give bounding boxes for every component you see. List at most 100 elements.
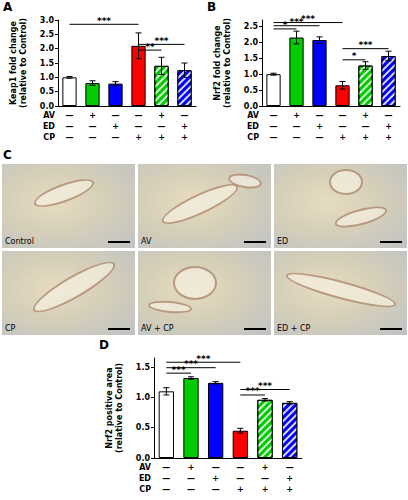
svg-text:—: — xyxy=(89,133,97,142)
svg-text:1.5: 1.5 xyxy=(244,54,259,63)
svg-text:***: *** xyxy=(358,40,372,50)
svg-text:—: — xyxy=(385,111,393,120)
svg-text:—: — xyxy=(293,133,301,142)
svg-text:+: + xyxy=(293,111,300,120)
svg-text:—: — xyxy=(89,122,97,131)
svg-text:—: — xyxy=(112,111,120,120)
svg-text:+: + xyxy=(385,122,392,131)
svg-text:***: *** xyxy=(154,36,168,46)
svg-text:—: — xyxy=(135,111,143,120)
svg-text:D: D xyxy=(99,338,109,352)
svg-text:—: — xyxy=(66,122,74,131)
svg-text:AV: AV xyxy=(247,111,260,120)
svg-text:1.5: 1.5 xyxy=(40,59,55,68)
svg-text:+: + xyxy=(385,133,392,142)
svg-text:+: + xyxy=(262,463,269,472)
svg-text:1.0: 1.0 xyxy=(40,73,55,82)
svg-text:+: + xyxy=(158,133,165,142)
svg-text:—: — xyxy=(158,122,166,131)
svg-text:***: *** xyxy=(97,16,111,26)
svg-text:Nrf2 fold change: Nrf2 fold change xyxy=(213,25,222,101)
svg-text:(relative to Control): (relative to Control) xyxy=(223,18,232,108)
svg-text:CP: CP xyxy=(247,133,259,142)
svg-text:B: B xyxy=(207,0,216,14)
svg-text:2.5: 2.5 xyxy=(244,22,259,31)
svg-text:0.5: 0.5 xyxy=(136,423,151,432)
svg-text:+: + xyxy=(262,485,269,494)
svg-text:—: — xyxy=(66,133,74,142)
html-text:Control: Control xyxy=(5,237,34,246)
svg-text:+: + xyxy=(339,133,346,142)
svg-text:***: *** xyxy=(258,381,272,391)
svg-text:+: + xyxy=(362,133,369,142)
svg-text:—: — xyxy=(362,122,370,131)
svg-text:*: * xyxy=(352,51,357,61)
svg-text:+: + xyxy=(89,111,96,120)
svg-text:CP: CP xyxy=(139,485,151,494)
svg-text:—: — xyxy=(187,485,195,494)
svg-text:—: — xyxy=(135,122,143,131)
svg-text:—: — xyxy=(187,474,195,483)
svg-text:ED: ED xyxy=(139,474,151,483)
svg-text:—: — xyxy=(339,122,347,131)
svg-text:AV: AV xyxy=(139,463,152,472)
svg-text:+: + xyxy=(316,122,323,131)
svg-text:—: — xyxy=(162,463,170,472)
svg-text:+: + xyxy=(286,485,293,494)
svg-text:—: — xyxy=(270,111,278,120)
svg-text:—: — xyxy=(286,463,294,472)
svg-text:2.0: 2.0 xyxy=(244,38,259,47)
html-text:ED: ED xyxy=(277,237,289,246)
svg-text:+: + xyxy=(181,133,188,142)
svg-text:***: *** xyxy=(301,14,315,24)
svg-text:+: + xyxy=(181,122,188,131)
svg-text:—: — xyxy=(270,122,278,131)
svg-text:+: + xyxy=(112,122,119,131)
svg-text:1.0: 1.0 xyxy=(244,70,259,79)
svg-text:—: — xyxy=(162,474,170,483)
svg-text:+: + xyxy=(362,111,369,120)
svg-text:+: + xyxy=(286,474,293,483)
svg-text:0.5: 0.5 xyxy=(40,87,55,96)
svg-text:—: — xyxy=(270,133,278,142)
svg-text:0.5: 0.5 xyxy=(244,86,259,95)
svg-text:—: — xyxy=(162,485,170,494)
svg-text:0.0: 0.0 xyxy=(244,102,259,111)
svg-text:***: *** xyxy=(196,354,210,364)
svg-text:2.5: 2.5 xyxy=(40,30,55,39)
html-text:C: C xyxy=(3,148,12,162)
svg-text:2.0: 2.0 xyxy=(40,44,55,53)
svg-text:+: + xyxy=(237,485,244,494)
svg-text:ED: ED xyxy=(43,122,55,131)
svg-text:—: — xyxy=(316,133,324,142)
svg-text:ED: ED xyxy=(247,122,259,131)
svg-text:1.5: 1.5 xyxy=(136,363,151,372)
svg-text:0.0: 0.0 xyxy=(40,102,55,111)
svg-text:—: — xyxy=(316,111,324,120)
svg-text:+: + xyxy=(212,474,219,483)
svg-text:—: — xyxy=(293,122,301,131)
svg-text:—: — xyxy=(212,485,220,494)
html-text:AV: AV xyxy=(141,237,152,246)
svg-text:1.0: 1.0 xyxy=(136,393,151,402)
svg-text:(relative to Control): (relative to Control) xyxy=(19,18,28,108)
svg-text:—: — xyxy=(112,133,120,142)
svg-text:Nrf2 positive area: Nrf2 positive area xyxy=(105,367,114,448)
svg-text:—: — xyxy=(236,474,244,483)
svg-text:+: + xyxy=(135,133,142,142)
svg-text:3.0: 3.0 xyxy=(40,16,55,25)
svg-text:CP: CP xyxy=(43,133,55,142)
svg-text:+: + xyxy=(188,463,195,472)
svg-text:0.0: 0.0 xyxy=(136,454,151,463)
svg-text:A: A xyxy=(3,0,13,14)
svg-text:+: + xyxy=(158,111,165,120)
svg-text:AV: AV xyxy=(43,111,56,120)
svg-text:—: — xyxy=(66,111,74,120)
svg-text:—: — xyxy=(261,474,269,483)
svg-text:—: — xyxy=(181,111,189,120)
svg-text:(relative to Control): (relative to Control) xyxy=(115,363,124,453)
svg-text:—: — xyxy=(236,463,244,472)
svg-text:—: — xyxy=(212,463,220,472)
svg-text:—: — xyxy=(339,111,347,120)
svg-text:Keap1 fold change: Keap1 fold change xyxy=(9,20,18,104)
